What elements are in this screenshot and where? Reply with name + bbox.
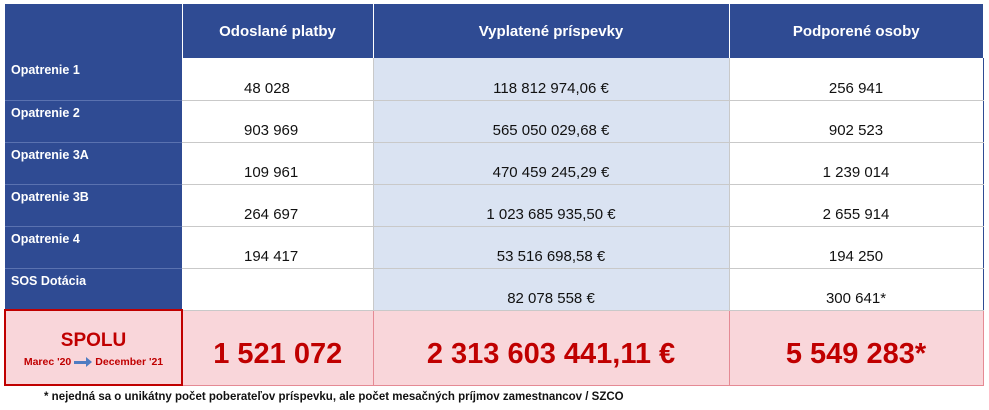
- cell-prispevky: 53 516 698,58 €: [373, 226, 730, 269]
- table-row: SOS Dotácia 82 078 558 € 300 641*: [5, 268, 984, 311]
- cell-osoby: 902 523: [729, 100, 984, 143]
- cell-platby: 194 417: [182, 226, 374, 269]
- cell-osoby: 2 655 914: [729, 184, 984, 227]
- total-prispevky: 2 313 603 441,11 €: [426, 338, 676, 370]
- table-row: Opatrenie 3A 109 961 470 459 245,29 € 1 …: [5, 142, 984, 185]
- cell-platby: 903 969: [182, 100, 374, 143]
- header-vyplatene-prispevky: Vyplatené príspevky: [373, 4, 730, 58]
- cell-platby: [182, 268, 374, 311]
- cell-prispevky: 470 459 245,29 €: [373, 142, 730, 185]
- total-row: SPOLU Marec '20 December '21 1 521 072 2…: [4, 309, 984, 386]
- footnote: * nejedná sa o unikátny počet poberateľo…: [44, 391, 624, 403]
- total-platby-cell: 1 521 072: [181, 309, 374, 386]
- cell-prispevky: 118 812 974,06 €: [373, 58, 730, 101]
- arrow-right-icon: [74, 356, 93, 367]
- cell-platby: 109 961: [182, 142, 374, 185]
- summary-table-frame: Odoslané platby Vyplatené príspevky Podp…: [4, 4, 984, 389]
- summary-table: Odoslané platby Vyplatené príspevky Podp…: [4, 4, 984, 386]
- total-osoby: 5 549 283*: [785, 338, 927, 370]
- header-odoslane-platby: Odoslané platby: [182, 4, 374, 58]
- table-row: Opatrenie 1 48 028 118 812 974,06 € 256 …: [5, 58, 984, 101]
- header-corner: [5, 4, 183, 58]
- total-range: Marec '20 December '21: [6, 356, 181, 368]
- row-label: Opatrenie 3B: [5, 184, 182, 227]
- row-label: Opatrenie 2: [5, 100, 182, 143]
- total-label-cell: SPOLU Marec '20 December '21: [4, 309, 183, 386]
- table-header: Odoslané platby Vyplatené príspevky Podp…: [5, 4, 983, 58]
- cell-osoby: 256 941: [729, 58, 984, 101]
- table-row: Opatrenie 2 903 969 565 050 029,68 € 902…: [5, 100, 984, 143]
- row-label: SOS Dotácia: [5, 268, 182, 311]
- cell-osoby: 300 641*: [729, 268, 984, 311]
- total-platby: 1 521 072: [213, 338, 343, 370]
- cell-prispevky: 565 050 029,68 €: [373, 100, 730, 143]
- cell-platby: 48 028: [182, 58, 374, 101]
- table-row: Opatrenie 4 194 417 53 516 698,58 € 194 …: [5, 226, 984, 269]
- header-podporene-osoby: Podporené osoby: [729, 4, 983, 58]
- total-label: SPOLU: [60, 329, 127, 351]
- cell-prispevky: 82 078 558 €: [373, 268, 730, 311]
- range-to: December '21: [95, 355, 164, 368]
- cell-osoby: 1 239 014: [729, 142, 984, 185]
- total-osoby-cell: 5 549 283*: [728, 309, 984, 386]
- range-from: Marec '20: [23, 355, 72, 368]
- cell-platby: 264 697: [182, 184, 374, 227]
- table-row: Opatrenie 3B 264 697 1 023 685 935,50 € …: [5, 184, 984, 227]
- cell-prispevky: 1 023 685 935,50 €: [373, 184, 730, 227]
- row-label: Opatrenie 4: [5, 226, 182, 269]
- total-prispevky-cell: 2 313 603 441,11 €: [372, 309, 730, 386]
- cell-osoby: 194 250: [729, 226, 984, 269]
- row-label: Opatrenie 3A: [5, 142, 182, 185]
- row-label: Opatrenie 1: [5, 58, 182, 101]
